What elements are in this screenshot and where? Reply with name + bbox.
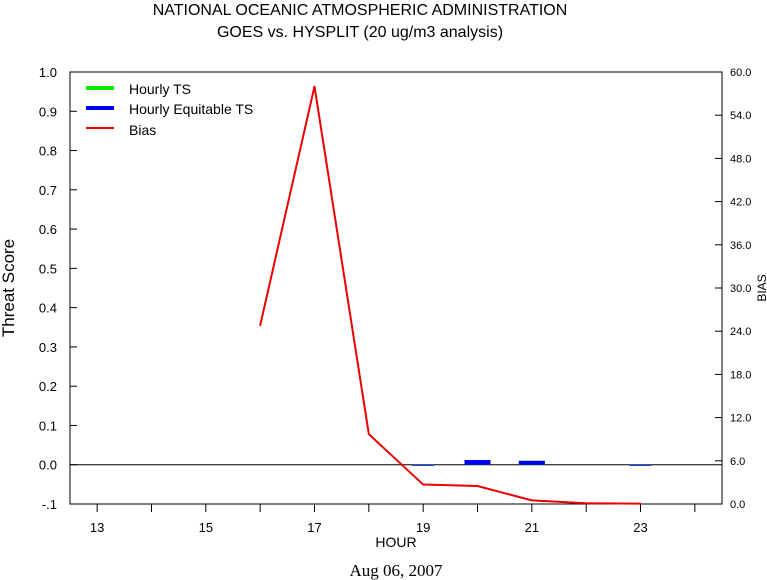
y-tick-label: 0.7 — [39, 183, 57, 198]
y2-tick-label: 54.0 — [730, 110, 751, 122]
chart-title: NATIONAL OCEANIC ATMOSPHERIC ADMINISTRAT… — [153, 2, 568, 19]
y2-tick-label: 0.0 — [730, 499, 745, 511]
y-tick-label: 0.9 — [39, 104, 57, 119]
y2-tick-label: 6.0 — [730, 456, 745, 468]
y2-tick-label: 30.0 — [730, 283, 751, 295]
y2-tick-label: 36.0 — [730, 240, 751, 252]
y-tick-label: 0.1 — [39, 418, 57, 433]
y-tick-label: 0.4 — [39, 301, 57, 316]
series-bar-hourly-equitable-ts — [518, 460, 545, 465]
y2-tick-label: 18.0 — [730, 369, 751, 381]
series-bar-hourly-equitable-ts — [629, 464, 652, 466]
y2-tick-label: 60.0 — [730, 67, 751, 79]
y2-axis-label: BIAS — [755, 274, 767, 301]
y-axis-ticks: 1.0 0.9 0.8 0.7 0.6 0.5 0.4 0.3 0.2 0.1 0.0 -.1 — [39, 65, 77, 512]
x-axis-ticks: 13 15 17 19 21 23 — [90, 504, 696, 535]
date-footer: Aug 06, 2007 — [349, 561, 443, 580]
legend-item-bias: Bias — [86, 122, 156, 138]
y-tick-label: -.1 — [42, 497, 57, 512]
y2-axis-ticks: 60.0 54.0 48.0 42.0 36.0 30.0 24.0 18.0 12.0 6.0 0… — [715, 67, 751, 511]
series-layer — [259, 85, 652, 505]
y-tick-label: 0.0 — [39, 458, 57, 473]
y2-tick-label: 48.0 — [730, 153, 751, 165]
series-point-bias — [585, 502, 587, 505]
plot-area: 13 15 17 19 21 23 1.0 0.9 0.8 0.7 0.6 0.5 0.4 0.3 0.2… — [39, 65, 752, 535]
x-tick-label: 13 — [90, 520, 104, 535]
y2-tick-label: 42.0 — [730, 197, 751, 209]
y-tick-label: 1.0 — [39, 65, 57, 80]
y-tick-label: 0.2 — [39, 379, 57, 394]
x-tick-label: 15 — [199, 520, 213, 535]
legend-label-bias: Bias — [129, 122, 156, 138]
y-tick-label: 0.6 — [39, 222, 57, 237]
chart-subtitle: GOES vs. HYSPLIT (20 ug/m3 analysis) — [217, 24, 503, 41]
series-bar-hourly-equitable-ts — [464, 460, 491, 465]
y-axis-label: Threat Score — [0, 239, 18, 337]
series-point-bias — [313, 85, 316, 88]
y2-tick-label: 12.0 — [730, 413, 751, 425]
legend-item-hourly-ts: Hourly TS — [86, 81, 191, 97]
x-tick-label: 21 — [525, 520, 539, 535]
y-tick-label: 0.3 — [39, 340, 57, 355]
x-tick-label: 19 — [416, 520, 430, 535]
series-line-bias — [259, 86, 641, 505]
y2-tick-label: 24.0 — [730, 326, 751, 338]
plot-frame — [69, 71, 723, 505]
x-tick-label: 23 — [633, 520, 647, 535]
series-point-bias — [422, 483, 424, 486]
legend: Hourly TS Hourly Equitable TS Bias — [86, 81, 253, 138]
legend-item-hourly-equitable-ts: Hourly Equitable TS — [86, 101, 253, 117]
y-tick-label: 0.8 — [39, 144, 57, 159]
y-tick-label: 0.5 — [39, 261, 57, 276]
series-point-bias — [259, 324, 261, 327]
series-point-bias — [639, 502, 642, 505]
x-axis-label: HOUR — [375, 534, 416, 550]
legend-label-hourly-ts: Hourly TS — [129, 81, 191, 97]
legend-label-hourly-equitable-ts: Hourly Equitable TS — [129, 101, 253, 117]
x-tick-label: 17 — [307, 520, 321, 535]
series-point-bias — [531, 499, 533, 502]
series-bar-hourly-equitable-ts — [412, 464, 435, 466]
series-point-bias — [368, 433, 370, 435]
series-point-bias — [476, 485, 479, 487]
